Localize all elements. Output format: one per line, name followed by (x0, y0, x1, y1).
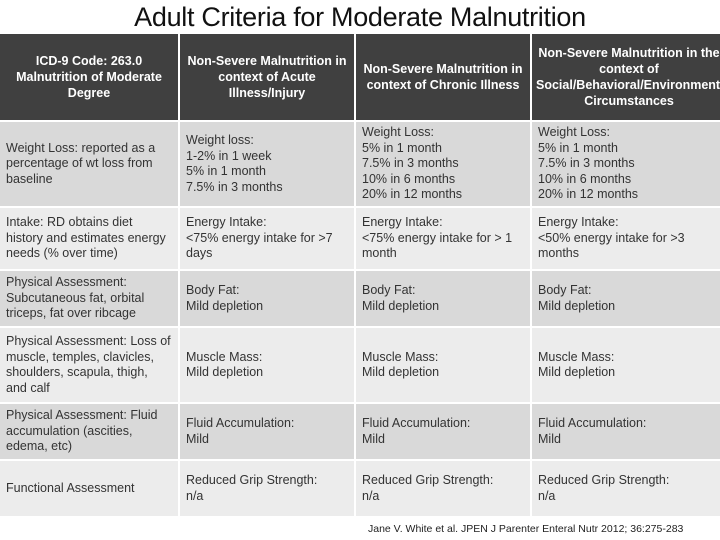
table-row-intake: Intake: RD obtains diet history and esti… (0, 208, 720, 269)
cell-social: Fluid Accumulation: Mild (532, 404, 720, 459)
header-acute-illness: Non-Severe Malnutrition in context of Ac… (180, 34, 354, 120)
header-icd-code: ICD-9 Code: 263.0 Malnutrition of Modera… (0, 34, 178, 120)
cell-acute: Energy Intake: <75% energy intake for >7… (180, 208, 354, 269)
cell-social: Energy Intake: <50% energy intake for >3… (532, 208, 720, 269)
cell-chronic: Reduced Grip Strength: n/a (356, 461, 530, 516)
cell-acute: Muscle Mass: Mild depletion (180, 328, 354, 402)
table-header-row: ICD-9 Code: 263.0 Malnutrition of Modera… (0, 34, 720, 120)
table-row-muscle-mass: Physical Assessment: Loss of muscle, tem… (0, 328, 720, 402)
citation: Jane V. White et al. JPEN J Parenter Ent… (368, 523, 684, 535)
cell-social: Body Fat: Mild depletion (532, 271, 720, 326)
cell-social: Reduced Grip Strength: n/a (532, 461, 720, 516)
header-chronic-illness: Non-Severe Malnutrition in context of Ch… (356, 34, 530, 120)
cell-acute: Body Fat: Mild depletion (180, 271, 354, 326)
table-row-body-fat: Physical Assessment: Subcutaneous fat, o… (0, 271, 720, 326)
row-label: Intake: RD obtains diet history and esti… (0, 208, 178, 269)
table-row-fluid: Physical Assessment: Fluid accumulation … (0, 404, 720, 459)
table-row-weight-loss: Weight Loss: reported as a percentage of… (0, 122, 720, 206)
cell-chronic: Muscle Mass: Mild depletion (356, 328, 530, 402)
cell-acute: Reduced Grip Strength: n/a (180, 461, 354, 516)
row-label: Weight Loss: reported as a percentage of… (0, 122, 178, 206)
row-label: Physical Assessment: Fluid accumulation … (0, 404, 178, 459)
cell-social: Muscle Mass: Mild depletion (532, 328, 720, 402)
cell-social: Weight Loss: 5% in 1 month 7.5% in 3 mon… (532, 122, 720, 206)
cell-chronic: Fluid Accumulation: Mild (356, 404, 530, 459)
row-label: Physical Assessment: Subcutaneous fat, o… (0, 271, 178, 326)
criteria-table: ICD-9 Code: 263.0 Malnutrition of Modera… (0, 32, 720, 518)
cell-chronic: Body Fat: Mild depletion (356, 271, 530, 326)
cell-chronic: Energy Intake: <75% energy intake for > … (356, 208, 530, 269)
cell-acute: Fluid Accumulation: Mild (180, 404, 354, 459)
row-label: Functional Assessment (0, 461, 178, 516)
row-label: Physical Assessment: Loss of muscle, tem… (0, 328, 178, 402)
cell-chronic: Weight Loss: 5% in 1 month 7.5% in 3 mon… (356, 122, 530, 206)
cell-acute: Weight loss: 1-2% in 1 week 5% in 1 mont… (180, 122, 354, 206)
header-social-circumstances: Non-Severe Malnutrition in the context o… (532, 34, 720, 120)
table-row-functional: Functional Assessment Reduced Grip Stren… (0, 461, 720, 516)
slide-title: Adult Criteria for Moderate Malnutrition (134, 2, 586, 32)
